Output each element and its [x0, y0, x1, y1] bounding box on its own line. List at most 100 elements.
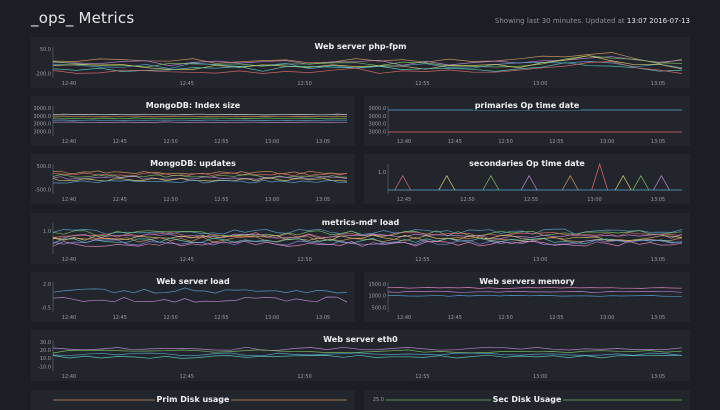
x-tick-label: 13:00: [533, 81, 547, 87]
x-tick-label: 13:00: [533, 374, 547, 380]
panel-plot: 50.0 -200.0 12:40 12:45 12:50 12:55 13:00 13:05: [35, 47, 683, 87]
x-tick-label: 12:50: [498, 139, 512, 145]
y-tick-label: 3000.0: [34, 129, 52, 135]
panel-secondaries-op-time-date[interactable]: 1.0 12:45 12:50 12:55 13:00 13:05 secondaries…: [364, 154, 690, 204]
x-tick-label: 13:00: [600, 139, 614, 145]
series-line: [632, 174, 650, 191]
x-tick-label: 12:55: [415, 374, 429, 380]
panel-title: metrics-md* load: [319, 218, 402, 227]
x-tick-label: 13:00: [265, 139, 279, 145]
x-tick-label: 12:50: [297, 81, 311, 87]
series-line: [52, 52, 683, 64]
updated-timestamp: 13:07 2016-07-13: [626, 17, 690, 25]
panel-mongodb-updates[interactable]: 500.0 -500.0 12:40 12:45 12:50 12:55 13:00 13:0…: [31, 154, 355, 204]
x-tick-label: 13:05: [316, 197, 330, 203]
x-tick-label: 12:55: [214, 315, 228, 321]
panel-sec-disk-usage[interactable]: 25.0 Sec Disk Usage: [364, 390, 690, 410]
panel-mongodb-index-size[interactable]: 3000.0 3000.0 3000.0 3000.0 12:40 12:45 12:50 1…: [31, 96, 355, 146]
panel-web-server-load[interactable]: 2.0 -0.5 12:40 12:45 12:50 12:55 13:00 13:05 We…: [31, 272, 355, 322]
x-tick-label: 12:45: [448, 315, 462, 321]
y-tick-label: -0.5: [41, 305, 51, 311]
x-tick-label: 12:55: [214, 139, 228, 145]
series-line: [591, 162, 609, 191]
series-line: [482, 174, 500, 191]
x-tick-label: 13:05: [651, 374, 665, 380]
series-line: [438, 174, 456, 191]
series-line: [653, 174, 670, 191]
series-line: [52, 56, 683, 66]
panel-web-server-php-fpm[interactable]: 50.0 -200.0 12:40 12:45 12:50 12:55 13:00 13:05…: [31, 37, 690, 88]
panel-title: Web servers memory: [477, 277, 577, 286]
x-tick-label: 13:05: [651, 315, 665, 321]
series-line: [52, 179, 348, 184]
x-tick-label: 13:05: [651, 81, 665, 87]
x-tick-label: 13:05: [316, 139, 330, 145]
x-tick-label: 12:45: [180, 81, 194, 87]
series-line: [614, 174, 632, 191]
panel-prim-disk-usage[interactable]: Prim Disk usage: [31, 390, 355, 410]
panel-plot: 30.0 20.0 10.0 -10.0 12:40 12:45 12:50 12:55 13:…: [38, 340, 683, 380]
panel-plot: 1.0 12:45 12:50 12:55 13:00 13:05: [378, 162, 682, 203]
x-tick-label: 12:55: [214, 197, 228, 203]
series-line: [52, 61, 683, 74]
panel-plot: 2.0 -0.5 12:40 12:45 12:50 12:55 13:00 13:05: [41, 282, 348, 321]
x-tick-label: 13:05: [316, 315, 330, 321]
y-tick-label: 3000.0: [369, 122, 387, 128]
series-line: [52, 234, 683, 241]
series-line: [52, 172, 348, 177]
series-line: [52, 352, 683, 357]
x-tick-label: 12:40: [397, 139, 411, 145]
series-line: [52, 349, 683, 354]
panel-plot: 1.0 12:40 12:45 12:50 12:55 13:00 13:05: [43, 223, 683, 263]
x-tick-label: 12:50: [163, 197, 177, 203]
panel-title: Prim Disk usage: [154, 395, 232, 404]
x-tick-label: 13:05: [651, 257, 665, 263]
dashboard-title: _ops_ Metrics: [31, 9, 135, 27]
panel-metrics-md-load[interactable]: 1.0 12:40 12:45 12:50 12:55 13:00 13:05 metric…: [31, 213, 690, 264]
y-tick-label: 25.0: [373, 397, 384, 403]
series-line: [52, 240, 683, 247]
panel-web-servers-memory[interactable]: 1500.0 1000.0 500.0 12:40 12:45 12:50 12:55 13:…: [364, 272, 690, 322]
x-tick-label: 12:45: [113, 197, 127, 203]
x-tick-label: 12:55: [524, 197, 538, 203]
y-tick-label: 3000.0: [369, 114, 387, 120]
panel-title: Web server eth0: [321, 335, 400, 344]
x-tick-label: 13:05: [651, 197, 665, 203]
x-tick-label: 12:50: [297, 374, 311, 380]
panel-primaries-op-time-date[interactable]: 3000.0 3000.0 3000.0 3000.0 12:40 12:45 12:50 1…: [364, 96, 690, 146]
x-tick-label: 12:45: [113, 139, 127, 145]
x-tick-label: 12:40: [62, 139, 76, 145]
x-tick-label: 13:00: [265, 315, 279, 321]
x-tick-label: 12:45: [180, 257, 194, 263]
x-tick-label: 13:05: [651, 139, 665, 145]
series-line: [52, 233, 683, 240]
panel-title: secondaries Op time date: [467, 159, 587, 168]
x-tick-label: 12:45: [397, 197, 411, 203]
x-tick-label: 12:50: [163, 315, 177, 321]
y-tick-label: 1500.0: [369, 282, 387, 288]
series-line: [52, 354, 683, 359]
dashboard-header: _ops_ Metrics Showing last 30 minutes. U…: [0, 0, 720, 36]
series-line: [387, 286, 683, 289]
series-line: [52, 55, 683, 68]
panel-title: Web server php-fpm: [312, 42, 409, 51]
y-tick-label: -500.0: [35, 187, 51, 193]
update-status: Showing last 30 minutes. Updated at 13:0…: [495, 17, 690, 25]
y-tick-label: 1.0: [43, 229, 51, 235]
series-line: [52, 177, 348, 182]
y-tick-label: 30.0: [40, 340, 51, 346]
series-line: [52, 176, 348, 180]
x-tick-label: 12:45: [113, 315, 127, 321]
series-line: [52, 119, 348, 122]
series-line: [52, 296, 348, 303]
x-tick-label: 12:40: [62, 197, 76, 203]
panel-web-server-eth0[interactable]: 30.0 20.0 10.0 -10.0 12:40 12:45 12:50 12:55 13:…: [31, 330, 690, 381]
panel-title: primaries Op time date: [472, 101, 582, 110]
y-tick-label: 500.0: [372, 305, 386, 311]
y-tick-label: -200.0: [35, 71, 51, 77]
y-tick-label: 3000.0: [34, 114, 52, 120]
x-tick-label: 12:55: [415, 81, 429, 87]
x-tick-label: 12:40: [62, 315, 76, 321]
